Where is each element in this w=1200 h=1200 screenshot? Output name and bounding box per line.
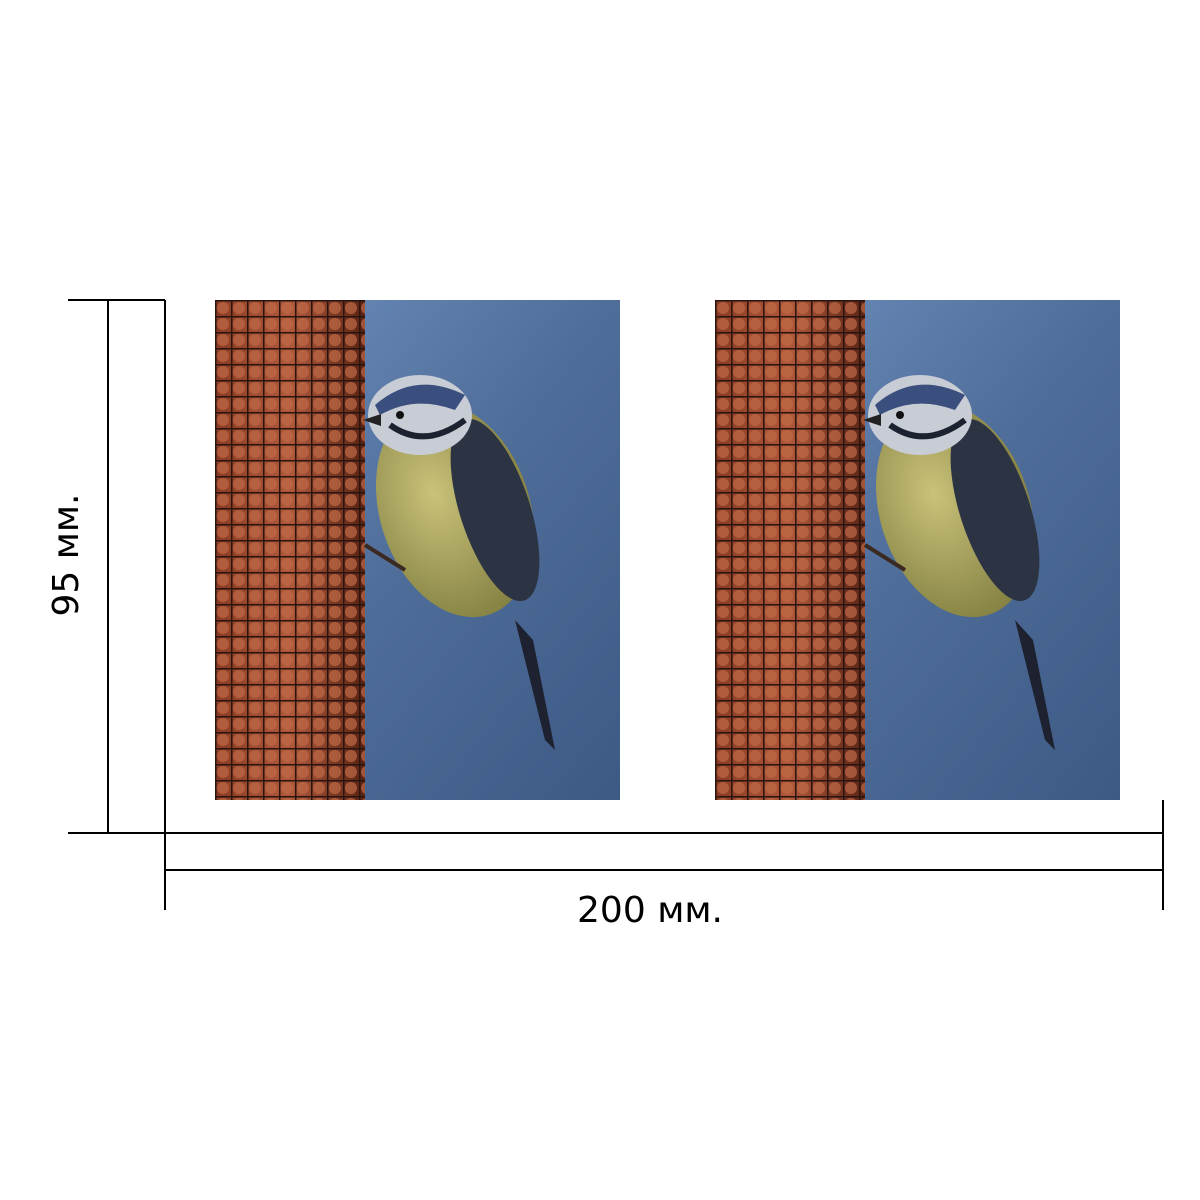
- width-dimension: 200 мм.: [164, 800, 1164, 931]
- print-image-right: [715, 300, 1120, 800]
- print-image-left: [215, 300, 620, 800]
- width-label: 200 мм.: [577, 890, 723, 931]
- height-label: 95 мм.: [46, 493, 87, 616]
- height-dimension: 95 мм.: [46, 299, 166, 834]
